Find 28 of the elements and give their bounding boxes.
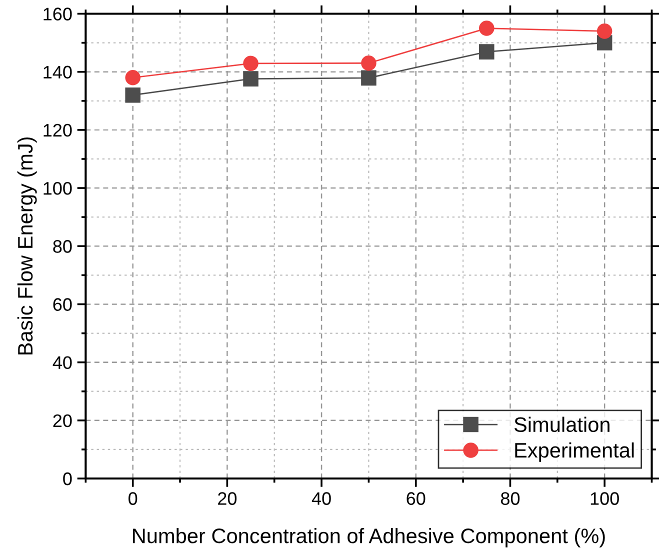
legend-label: Simulation — [514, 416, 610, 432]
y-tick-label: 20 — [53, 414, 72, 428]
y-tick-label: 140 — [44, 66, 72, 79]
point — [479, 44, 494, 60]
y-tick-label: 0 — [63, 472, 72, 486]
point — [125, 70, 140, 86]
y-tick-label: 120 — [44, 124, 72, 137]
x-tick-label: 20 — [218, 492, 237, 505]
point — [479, 20, 494, 36]
y-tick-label: 80 — [53, 240, 72, 253]
point — [243, 71, 258, 86]
y-tick-label: 100 — [44, 182, 72, 195]
point — [596, 24, 612, 39]
x-axis-title: Number Concentration of Adhesive Component (%) — [133, 528, 605, 548]
y-tick-label: 40 — [52, 356, 72, 370]
x-tick-label: 60 — [406, 492, 426, 505]
x-tick-label: 80 — [500, 492, 520, 505]
x-tick-label: 100 — [590, 492, 619, 505]
y-tick-label: 160 — [44, 8, 72, 20]
y-axis-title: Basic Flow Energy (mJ) — [17, 137, 37, 354]
y-tick-label: 60 — [53, 298, 72, 311]
point — [243, 56, 258, 72]
point — [361, 55, 376, 71]
x-tick-label: 0 — [128, 492, 138, 505]
point — [361, 70, 376, 86]
x-tick-label: 40 — [312, 492, 331, 505]
legend-label: Experimental — [515, 442, 634, 462]
point — [125, 87, 140, 103]
